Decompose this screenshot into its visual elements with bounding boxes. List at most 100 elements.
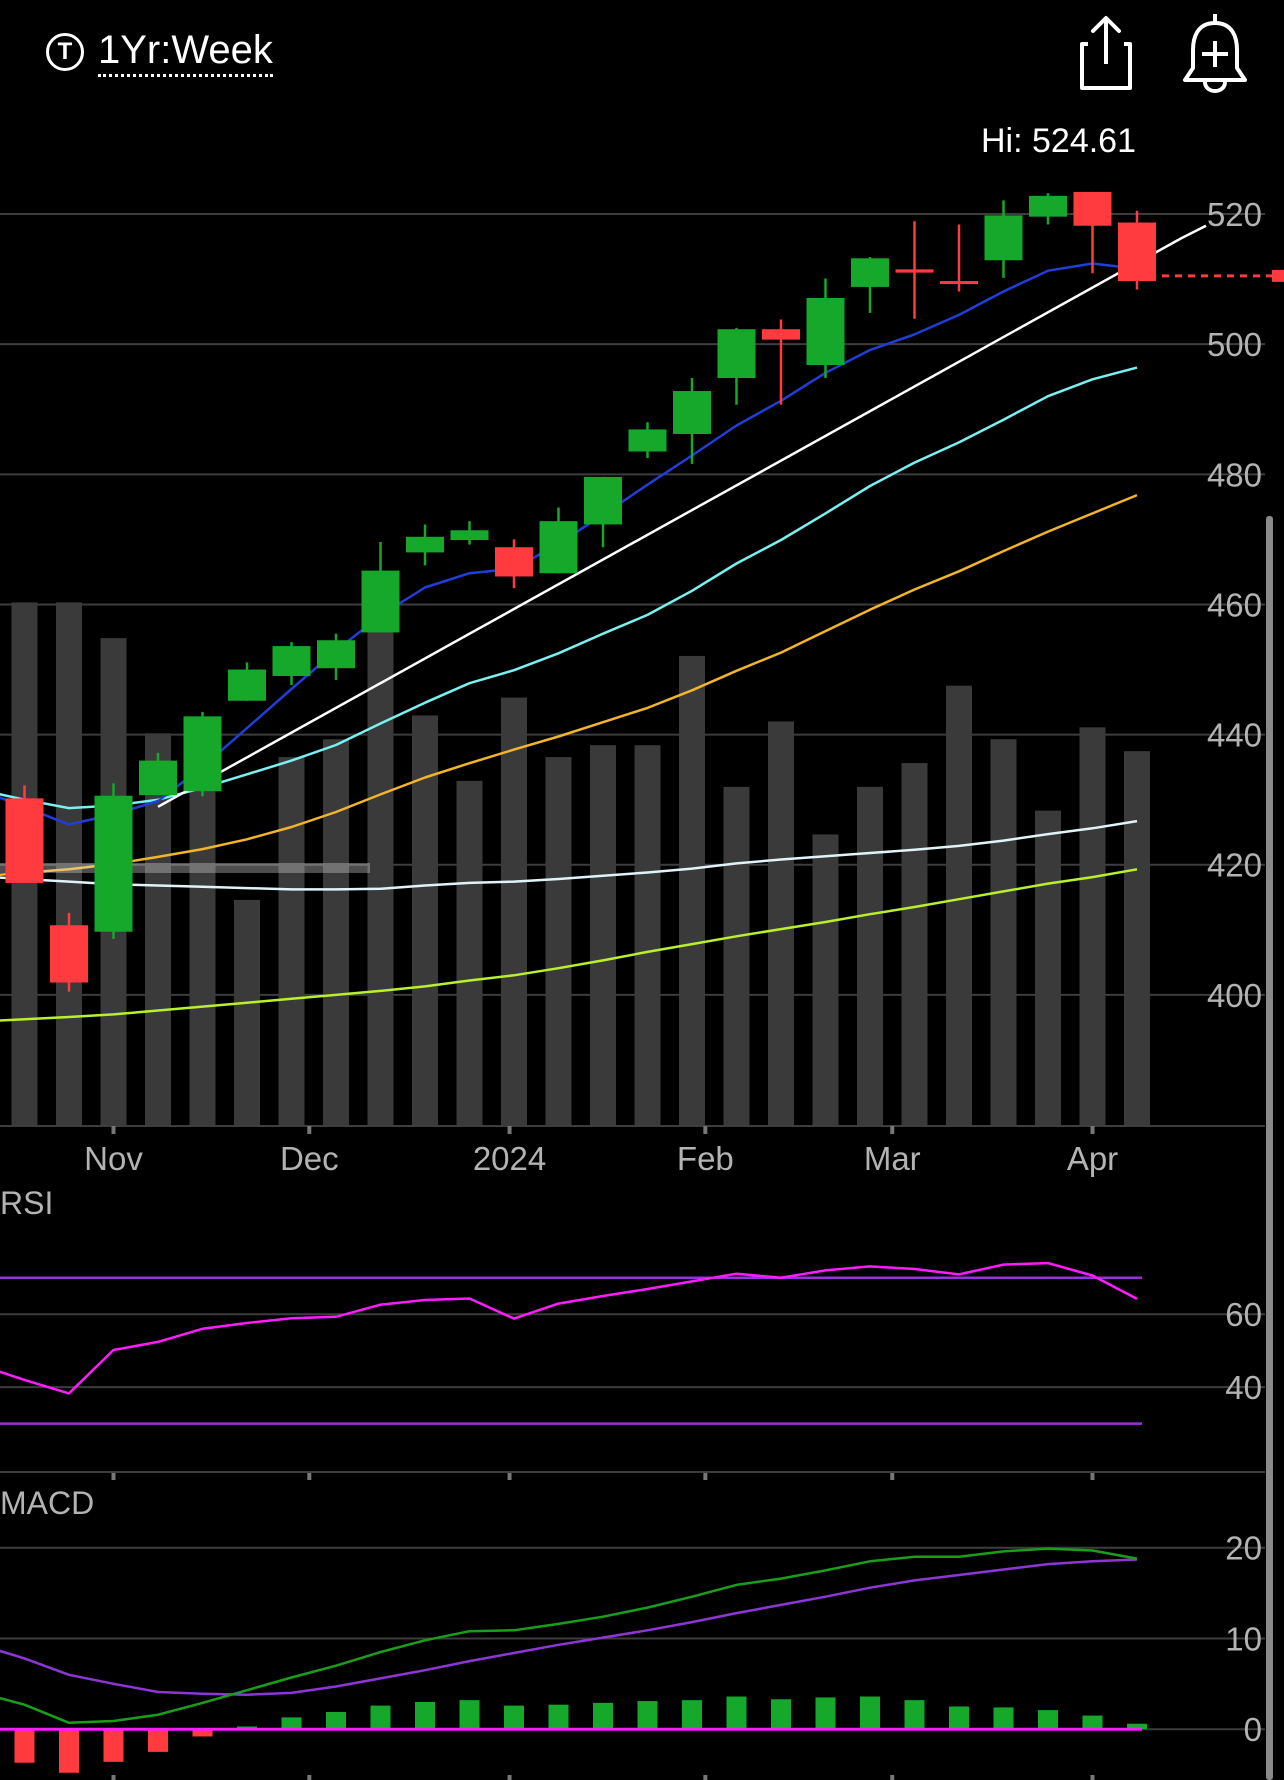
candle-body: [50, 925, 88, 983]
candle-body: [851, 258, 889, 287]
scrollbar-thumb[interactable]: [1266, 516, 1273, 1780]
range-label: 1Yr:Week: [98, 28, 273, 77]
volume-bar: [990, 739, 1017, 1126]
last-price-marker: [1272, 269, 1284, 282]
macd-histogram-bar: [771, 1699, 791, 1730]
candle-body: [806, 297, 845, 366]
price-axis-tick-label: 400: [1207, 977, 1262, 1014]
candle-body: [717, 329, 756, 379]
volume-bar: [1035, 810, 1061, 1126]
volume-bar: [812, 834, 839, 1126]
macd-line: [0, 1547, 1138, 1725]
candle-body: [673, 391, 711, 434]
macd-histogram-bar: [370, 1705, 391, 1730]
rsi-axis-tick-label: 40: [1225, 1369, 1262, 1406]
x-axis-tick-label: 2024: [473, 1140, 546, 1177]
candle-body: [628, 429, 667, 452]
macd-histogram-bar: [548, 1704, 569, 1730]
candle-body: [406, 536, 444, 553]
volume-bar: [323, 739, 349, 1126]
rsi-title: RSI: [0, 1185, 53, 1221]
macd-histogram-bar: [504, 1705, 524, 1730]
macd-histogram-bar: [192, 1729, 213, 1737]
ma-lime-line: [0, 868, 1138, 1022]
candle-body: [1029, 195, 1067, 217]
share-icon[interactable]: [1066, 10, 1146, 96]
macd-histogram-bar: [993, 1707, 1014, 1730]
top-bar: T 1Yr:Week: [0, 0, 1284, 110]
candle-body: [584, 476, 622, 525]
rsi-line: [0, 1261, 1138, 1395]
add-alert-bell-icon[interactable]: [1175, 10, 1255, 96]
candle-body: [495, 547, 533, 577]
macd-histogram-bar: [1127, 1723, 1147, 1730]
macd-histogram-bar: [593, 1702, 613, 1730]
macd-histogram-bar: [904, 1700, 925, 1730]
candle-body: [183, 716, 222, 792]
ma-cyan-line: [0, 366, 1138, 810]
candle-body: [317, 640, 355, 669]
volume-bar: [367, 602, 394, 1126]
candle-body: [272, 646, 311, 677]
volume-bar: [901, 763, 928, 1126]
candle-body: [984, 215, 1023, 261]
price-axis-tick-label: 440: [1207, 717, 1262, 754]
ma-yellow-line: [0, 493, 1138, 877]
volume-bar: [412, 715, 438, 1126]
trendline: [157, 224, 1207, 808]
price-axis-tick-label: 480: [1207, 456, 1262, 493]
x-axis-tick-label: Apr: [1067, 1140, 1118, 1177]
x-axis-tick-label: Mar: [864, 1140, 921, 1177]
t-circle-icon: T: [46, 33, 84, 71]
range-selector[interactable]: T 1Yr:Week: [46, 26, 273, 78]
candle-body: [228, 669, 266, 701]
candle-body: [1073, 191, 1112, 226]
ma-white-line: [0, 819, 1138, 891]
volume-bar: [1079, 727, 1106, 1126]
macd-title: MACD: [0, 1485, 94, 1521]
macd-histogram-bar: [949, 1706, 969, 1730]
macd-histogram-bar: [459, 1700, 480, 1730]
macd-axis-tick-label: 10: [1225, 1620, 1262, 1657]
candle-body: [361, 570, 400, 633]
macd-histogram-bar: [860, 1696, 880, 1730]
volume-bar: [501, 697, 527, 1126]
volume-bar: [679, 655, 705, 1126]
macd-histogram-bar: [103, 1729, 124, 1762]
candle-body: [895, 269, 934, 273]
candle-body: [139, 760, 177, 796]
macd-histogram-bar: [726, 1696, 747, 1730]
high-label: Hi: 524.61: [981, 122, 1136, 160]
macd-axis-tick-label: 20: [1225, 1530, 1262, 1567]
volume-bar: [723, 786, 750, 1126]
volume-bar: [946, 685, 972, 1126]
macd-histogram-bar: [682, 1700, 702, 1730]
price-axis-tick-label: 520: [1207, 196, 1262, 233]
candle-body: [94, 795, 133, 932]
volume-bar: [545, 757, 572, 1126]
candle-body: [1118, 222, 1156, 282]
volume-bar: [234, 899, 260, 1126]
macd-axis-tick-label: 0: [1244, 1711, 1262, 1748]
macd-histogram-bar: [1082, 1715, 1103, 1730]
candle-body: [539, 521, 578, 574]
candle-body: [940, 281, 978, 285]
macd-histogram-bar: [637, 1701, 658, 1730]
volume-bar: [634, 745, 661, 1126]
price-axis-tick-label: 460: [1207, 586, 1262, 623]
macd-signal-line: [0, 1558, 1138, 1696]
candle-body: [5, 798, 44, 883]
volume-bar: [590, 745, 616, 1126]
crosshair-marker: [0, 862, 370, 873]
volume-bar: [1124, 751, 1150, 1126]
volume-bar: [857, 786, 883, 1126]
price-axis-tick-label: 500: [1207, 326, 1262, 363]
volume-bar: [189, 757, 216, 1126]
rsi-axis-tick-label: 60: [1225, 1296, 1262, 1333]
macd-histogram-bar: [281, 1717, 302, 1730]
macd-histogram-bar: [326, 1711, 346, 1730]
x-axis-tick-label: Nov: [84, 1140, 143, 1177]
macd-histogram-bar: [415, 1701, 435, 1730]
x-axis-tick-label: Dec: [280, 1140, 339, 1177]
